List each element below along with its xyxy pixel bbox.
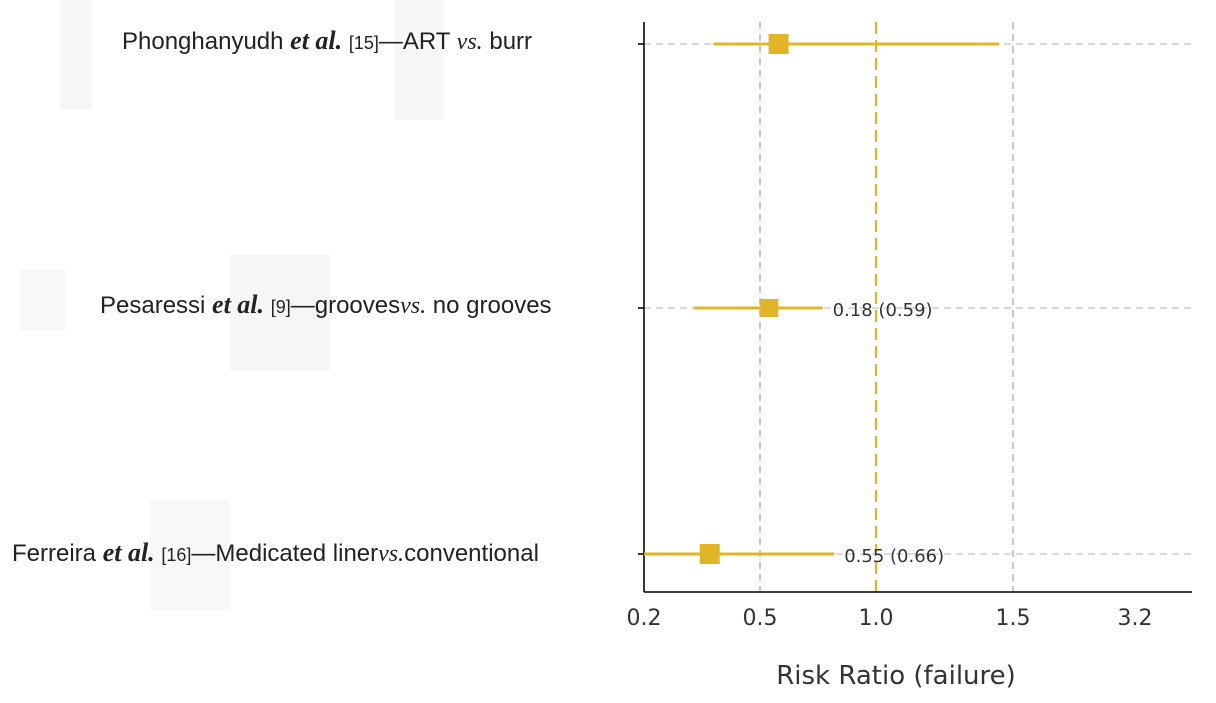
arm-2: burr [489,28,533,55]
vs-text: vs. [400,293,427,319]
point-estimate-marker [768,34,789,54]
author: Phonghanyudh [122,28,284,55]
x-tick-label: 1.0 [859,606,894,631]
etal: et al. [290,26,343,55]
arm-2: no grooves [432,292,552,319]
x-tick-labels: 0.2 0.5 1.0 1.5 3.2 [627,606,1153,631]
arm-1: ART [402,28,450,55]
vs-text: vs. [378,541,405,567]
vs-text: vs. [456,29,483,55]
x-tick-label: 0.5 [743,606,778,631]
dash: — [290,292,315,319]
dash: — [378,28,403,55]
estimate-annotation: 0.55 (0.66) [844,546,944,567]
arm-1: Medicated liner [215,540,379,567]
x-tick-label: 0.2 [627,606,662,631]
arm-2: conventional [404,540,539,567]
reference: [9] [270,297,291,317]
arm-1: grooves [314,292,401,319]
grid-lines [644,22,1192,592]
etal: et al. [102,538,155,567]
point-estimate-marker [760,299,779,317]
dash: — [191,540,216,567]
reference: [15] [348,33,379,53]
point-estimate-marker [699,544,720,564]
author: Pesaressi [100,292,206,319]
etal: et al. [212,290,265,319]
reference: [16] [161,545,192,565]
author: Ferreira [12,540,97,567]
data-marks: 0.18 (0.59) 0.55 (0.66) [644,34,1000,567]
estimate-annotation: 0.18 (0.59) [833,300,933,321]
study-label-ferreira: Ferreira et al. [16]—Medicated linervs.c… [12,538,539,568]
x-axis-label: Risk Ratio (failure) [776,661,1016,691]
study-label-pesaressi: Pesaressi et al. [9]—groovesvs. no groov… [100,290,552,320]
x-tick-label: 1.5 [996,606,1031,631]
x-tick-label: 3.2 [1118,606,1153,631]
axes [638,22,1192,593]
study-label-phonghanyudh: Phonghanyudh et al. [15]—ART vs. burr [122,26,532,56]
